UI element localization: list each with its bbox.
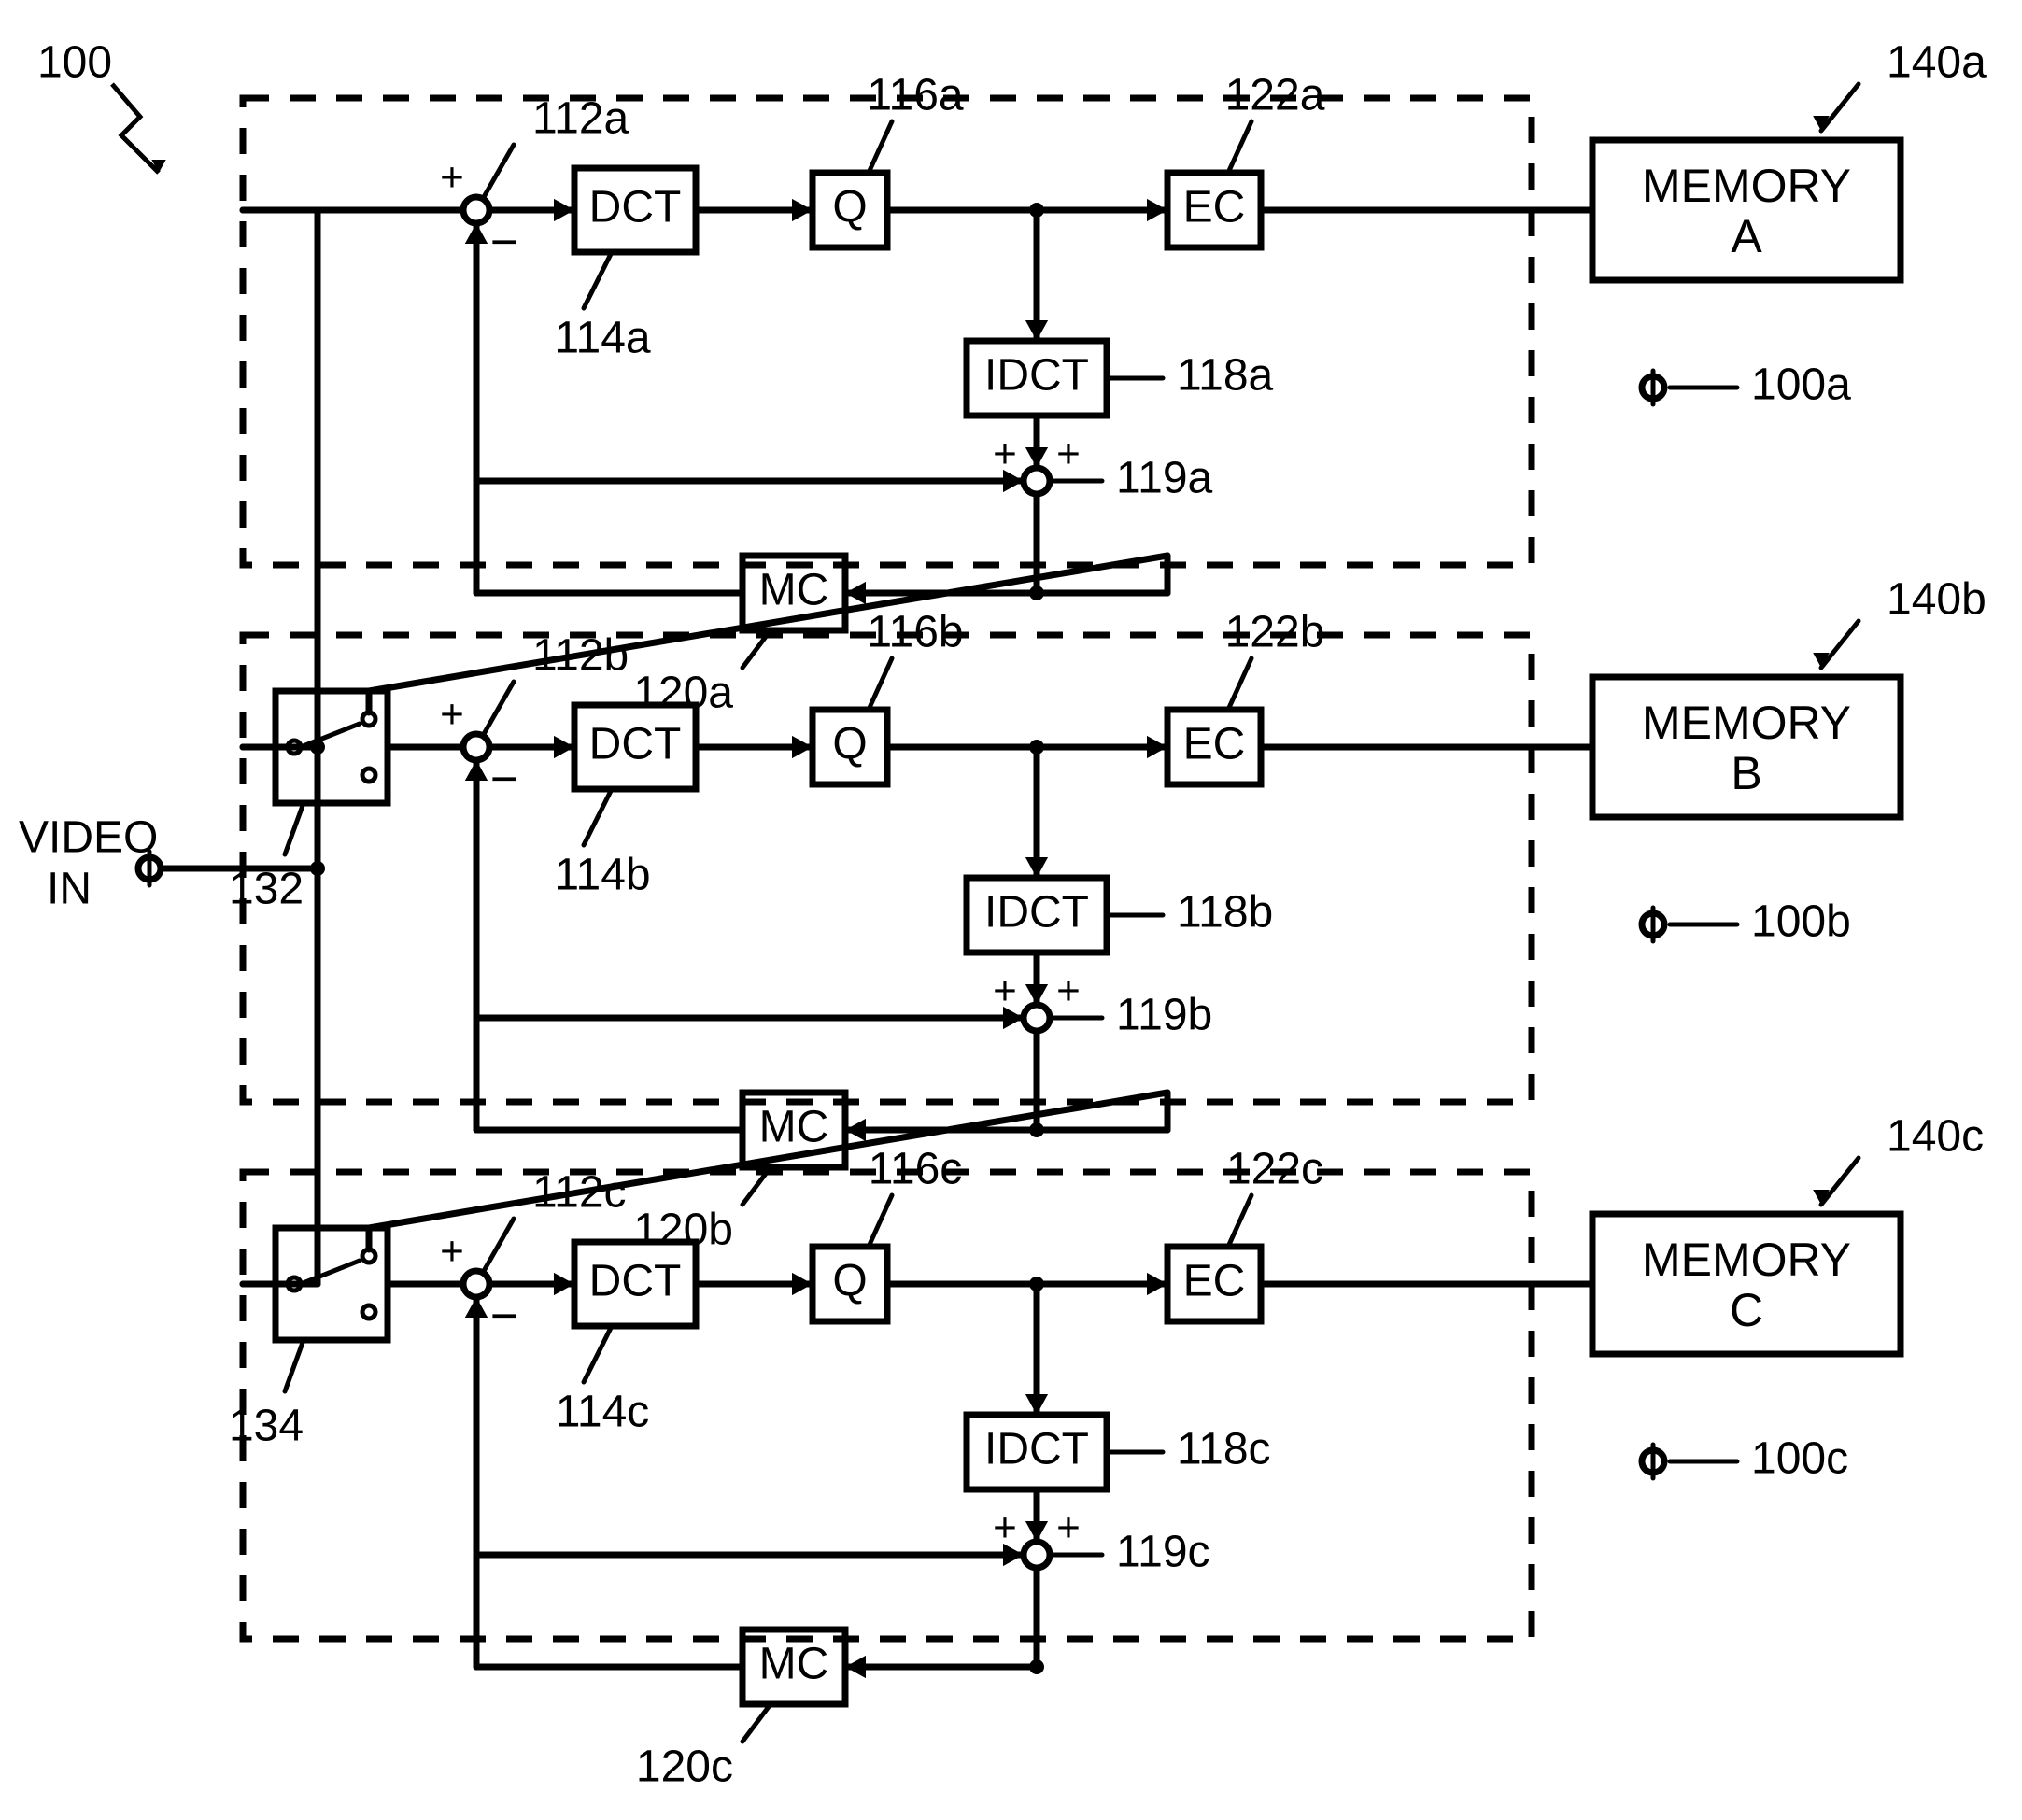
svg-text:120a: 120a — [633, 669, 733, 718]
svg-text:MC: MC — [759, 566, 829, 615]
svg-text:+: + — [440, 692, 464, 738]
svg-text:+: + — [440, 155, 464, 201]
svg-text:DCT: DCT — [589, 720, 682, 769]
svg-text:119a: 119a — [1116, 454, 1213, 503]
svg-text:140b: 140b — [1887, 575, 1987, 625]
svg-text:114c: 114c — [556, 1388, 650, 1437]
svg-text:119c: 119c — [1116, 1528, 1210, 1577]
svg-text:MC: MC — [759, 1640, 829, 1689]
svg-text:100b: 100b — [1751, 897, 1851, 947]
svg-text:EC: EC — [1183, 720, 1246, 769]
svg-text:118b: 118b — [1177, 888, 1273, 938]
svg-text:IDCT: IDCT — [984, 1425, 1089, 1474]
svg-text:MEMORY: MEMORY — [1642, 1234, 1851, 1286]
svg-text:120c: 120c — [636, 1742, 733, 1792]
svg-text:122a: 122a — [1225, 71, 1325, 120]
svg-text:+: + — [1056, 968, 1081, 1014]
svg-text:IN: IN — [47, 865, 92, 914]
svg-text:C: C — [1730, 1284, 1763, 1336]
svg-text:EC: EC — [1183, 1257, 1246, 1306]
svg-text:116c: 116c — [869, 1145, 963, 1194]
svg-text:−: − — [490, 753, 518, 807]
svg-text:+: + — [993, 968, 1017, 1014]
svg-text:114a: 114a — [554, 314, 651, 363]
svg-text:122c: 122c — [1226, 1145, 1323, 1194]
svg-text:118c: 118c — [1177, 1425, 1271, 1474]
svg-text:MEMORY: MEMORY — [1642, 697, 1851, 749]
svg-text:120b: 120b — [633, 1206, 733, 1255]
video-in-label: VIDEO — [19, 813, 158, 863]
svg-text:+: + — [993, 431, 1017, 477]
svg-text:MEMORY: MEMORY — [1642, 160, 1851, 212]
svg-text:B: B — [1731, 747, 1761, 799]
svg-text:+: + — [1056, 1505, 1081, 1551]
svg-text:−: − — [490, 1290, 518, 1344]
svg-text:DCT: DCT — [589, 183, 682, 233]
ref-100: 100 — [37, 38, 112, 88]
svg-text:116b: 116b — [867, 608, 963, 657]
svg-text:112a: 112a — [532, 94, 629, 144]
svg-text:EC: EC — [1183, 183, 1246, 233]
svg-text:118a: 118a — [1177, 351, 1274, 401]
svg-text:+: + — [993, 1505, 1017, 1551]
svg-text:MC: MC — [759, 1103, 829, 1152]
svg-text:100c: 100c — [1751, 1434, 1848, 1484]
svg-text:IDCT: IDCT — [984, 888, 1089, 938]
svg-text:Q: Q — [832, 1257, 867, 1306]
svg-text:132: 132 — [229, 865, 304, 914]
svg-text:Q: Q — [832, 720, 867, 769]
svg-text:IDCT: IDCT — [984, 351, 1089, 401]
svg-text:119b: 119b — [1116, 991, 1212, 1040]
svg-text:134: 134 — [229, 1402, 304, 1451]
svg-text:140a: 140a — [1887, 38, 1987, 88]
svg-text:+: + — [1056, 431, 1081, 477]
svg-text:140c: 140c — [1887, 1112, 1984, 1162]
svg-text:DCT: DCT — [589, 1257, 682, 1306]
svg-text:100a: 100a — [1751, 360, 1851, 410]
svg-text:+: + — [440, 1229, 464, 1275]
svg-text:116a: 116a — [867, 71, 964, 120]
svg-text:−: − — [490, 216, 518, 270]
svg-text:122b: 122b — [1225, 608, 1325, 657]
svg-text:Q: Q — [832, 183, 867, 233]
svg-text:114b: 114b — [554, 851, 650, 900]
svg-text:A: A — [1731, 210, 1762, 262]
